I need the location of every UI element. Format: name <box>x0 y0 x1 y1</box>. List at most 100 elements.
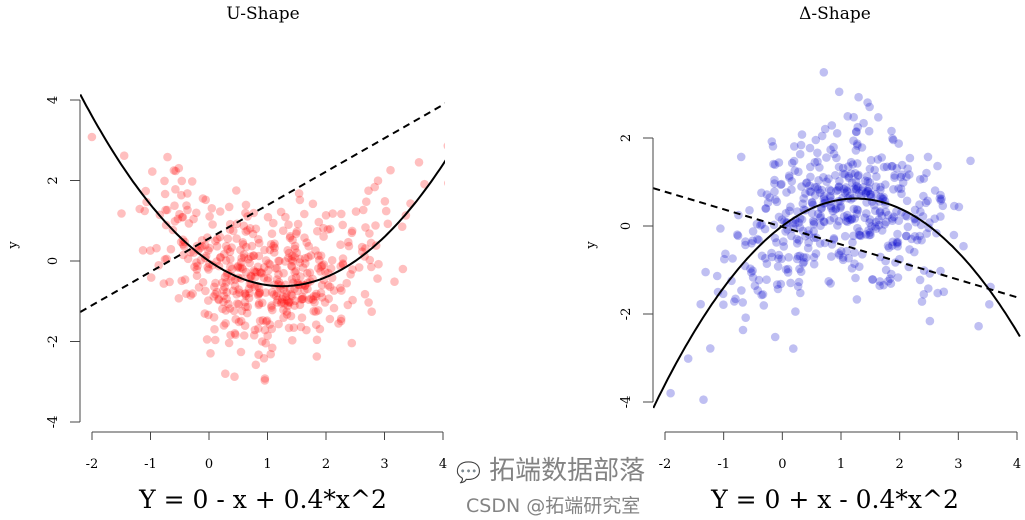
y-tick-label: 0 <box>619 222 634 230</box>
data-point <box>173 214 183 224</box>
data-point <box>827 203 836 213</box>
data-point <box>288 235 297 245</box>
data-point <box>794 277 804 287</box>
data-point <box>244 284 254 294</box>
data-point <box>397 222 407 231</box>
data-point <box>263 273 273 283</box>
data-point <box>280 299 289 308</box>
data-point <box>937 194 946 204</box>
data-point <box>383 219 393 229</box>
data-point <box>819 68 829 77</box>
data-point <box>851 273 860 283</box>
data-point <box>738 325 748 335</box>
data-point <box>752 219 762 229</box>
data-point <box>279 268 288 278</box>
data-point <box>802 178 812 187</box>
data-point <box>236 257 246 267</box>
data-point <box>202 335 212 344</box>
data-point <box>276 207 286 217</box>
data-point <box>284 248 294 258</box>
data-point <box>146 273 156 282</box>
data-point <box>161 220 171 230</box>
data-point <box>215 207 225 216</box>
data-point <box>826 279 835 288</box>
data-point <box>446 205 455 214</box>
data-point <box>316 267 325 276</box>
data-point <box>966 156 975 166</box>
data-point <box>839 184 849 194</box>
data-point <box>142 197 151 207</box>
data-point <box>171 166 180 176</box>
data-point <box>903 222 913 232</box>
data-point <box>261 317 271 326</box>
data-point <box>802 179 811 188</box>
data-point <box>262 316 272 325</box>
data-point <box>326 224 335 234</box>
data-point <box>741 240 750 250</box>
data-point <box>208 220 217 229</box>
data-point <box>985 300 994 309</box>
data-point <box>390 277 399 287</box>
data-point <box>840 231 850 241</box>
data-point <box>770 187 779 196</box>
data-point <box>254 251 264 261</box>
data-point <box>220 249 229 259</box>
data-point <box>235 263 245 273</box>
data-point <box>852 181 861 191</box>
y-tick-label: -2 <box>46 335 61 348</box>
data-points <box>666 68 995 405</box>
data-point <box>866 230 875 239</box>
data-point <box>183 205 192 215</box>
data-point <box>916 207 925 217</box>
data-point <box>287 262 297 271</box>
data-point <box>225 219 235 229</box>
data-point <box>819 217 829 226</box>
data-point <box>245 288 254 298</box>
data-point <box>351 207 361 216</box>
data-point <box>889 135 898 145</box>
data-point <box>204 265 213 274</box>
data-point <box>373 176 383 185</box>
data-point <box>291 273 301 282</box>
data-point <box>865 215 875 224</box>
data-point <box>897 189 906 199</box>
data-point <box>852 295 862 304</box>
data-point <box>852 184 861 194</box>
data-point <box>373 274 382 283</box>
data-point <box>770 175 779 185</box>
data-point <box>253 324 263 333</box>
data-point <box>827 121 837 130</box>
data-point <box>915 175 925 184</box>
data-point <box>231 315 240 324</box>
data-point <box>293 219 303 229</box>
data-point <box>212 287 222 297</box>
data-point <box>840 170 849 179</box>
data-point <box>222 278 231 287</box>
data-point <box>773 262 783 271</box>
data-point <box>746 264 755 274</box>
data-point <box>184 219 194 228</box>
data-point <box>854 92 863 102</box>
data-point <box>810 191 820 200</box>
data-point <box>306 251 316 260</box>
data-point <box>236 245 245 255</box>
data-point <box>834 182 844 192</box>
data-point <box>832 186 841 196</box>
data-point <box>215 232 225 242</box>
data-point <box>885 274 895 284</box>
data-point <box>767 248 776 258</box>
data-point <box>311 246 320 255</box>
data-point <box>879 280 888 290</box>
x-tick-label: 4 <box>1013 457 1021 472</box>
data-point <box>198 194 208 203</box>
data-point <box>295 300 305 310</box>
data-point <box>872 172 881 181</box>
data-point <box>838 163 848 173</box>
data-point <box>919 290 929 299</box>
linear-fit-line <box>80 102 445 313</box>
data-point <box>888 241 897 250</box>
data-point <box>772 280 782 289</box>
data-point <box>267 229 277 238</box>
data-point <box>252 267 261 277</box>
data-point <box>249 251 258 260</box>
